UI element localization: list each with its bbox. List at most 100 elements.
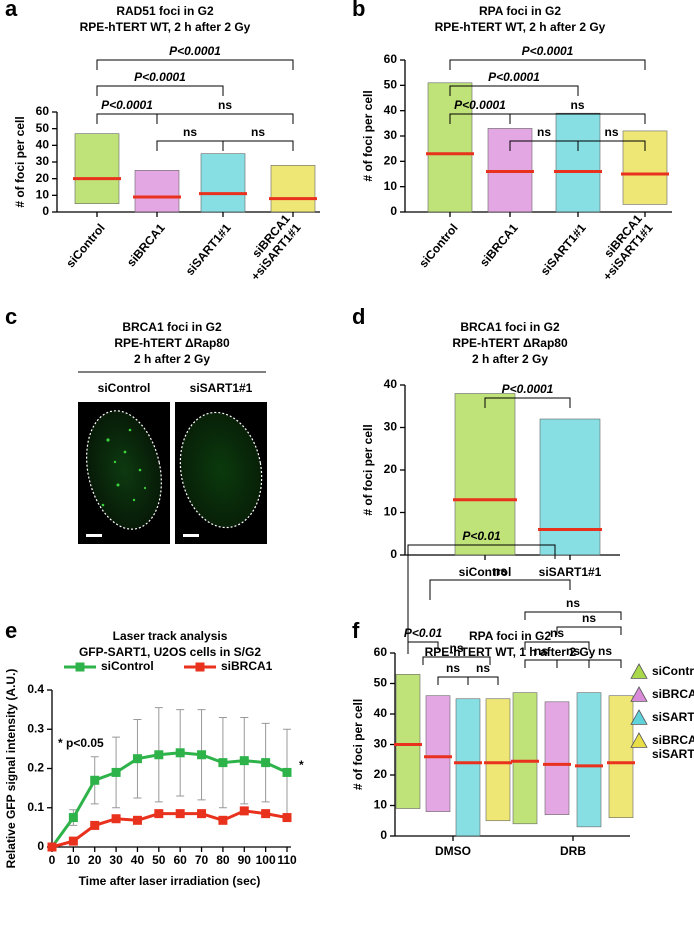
significance-label: ns — [476, 661, 490, 675]
marker — [90, 820, 100, 830]
significance-label: ns — [570, 98, 584, 112]
annotation: * p<0.05 — [58, 736, 104, 750]
data-spread — [455, 698, 481, 837]
x-tick-label: 20 — [88, 853, 102, 867]
bracket — [577, 140, 646, 151]
marker — [239, 806, 249, 816]
x-tick-label: 80 — [216, 853, 230, 867]
y-tick-label: 20 — [384, 462, 398, 476]
y-tick-label: 30 — [384, 128, 398, 142]
significance-label: P<0.0001 — [488, 70, 540, 84]
bracket — [588, 659, 622, 668]
significance-label: ns — [582, 611, 596, 625]
y-axis-label: # of foci per cell — [351, 699, 365, 790]
panel-title: RPE-hTERT ΔRap80 — [114, 336, 230, 350]
bracket — [429, 579, 571, 600]
y-tick-label: 10 — [384, 505, 398, 519]
x-tick-label: DMSO — [435, 844, 471, 858]
bracket — [556, 659, 590, 668]
legend-label-line: siSART1#1 — [652, 747, 694, 761]
legend-marker — [630, 663, 648, 679]
marker — [218, 758, 228, 768]
y-tick-label: 10 — [36, 188, 50, 202]
y-tick-label: 40 — [374, 706, 388, 720]
data-spread — [555, 112, 601, 213]
legend-marker — [630, 732, 648, 748]
x-tick-label: 60 — [174, 853, 188, 867]
marker — [154, 750, 164, 760]
marker — [175, 748, 185, 758]
significance-label: P<0.0001 — [454, 98, 506, 112]
bracket — [509, 113, 646, 124]
y-tick-label: 0 — [390, 547, 397, 561]
significance-label: ns — [534, 644, 548, 658]
x-tick-label: 100 — [256, 853, 276, 867]
y-tick-label: 0.1 — [27, 800, 44, 814]
significance-label: P<0.01 — [404, 626, 443, 640]
marker — [175, 809, 185, 819]
y-tick-label: 0.3 — [27, 721, 44, 735]
legend-label: siBRCA1 — [221, 659, 273, 673]
significance-label: ns — [446, 661, 460, 675]
legend-marker — [630, 709, 648, 725]
data-spread — [454, 393, 516, 556]
significance-label: P<0.0001 — [502, 382, 554, 396]
panel-title: 2 h after 2 Gy — [472, 352, 548, 366]
x-axis-label: Time after laser irradiation (sec) — [79, 874, 261, 888]
y-axis-label: # of foci per cell — [361, 424, 375, 515]
significance-label: ns — [493, 564, 507, 578]
significance-label: ns — [566, 596, 580, 610]
y-tick-label: 0 — [390, 204, 397, 218]
significance-label: ns — [598, 644, 612, 658]
marker — [197, 750, 207, 760]
x-tick-label: siBRCA1+siSART1#1 — [237, 212, 303, 284]
data-spread — [485, 698, 511, 822]
bracket — [422, 656, 491, 665]
bracket — [524, 611, 622, 620]
series-line — [51, 809, 288, 849]
x-tick-label: 70 — [195, 853, 209, 867]
bracket — [156, 113, 294, 124]
panel-letter: c — [5, 304, 17, 329]
panel-title: BRCA1 foci in G2 — [460, 320, 560, 334]
significance-label: ns — [251, 125, 265, 139]
y-tick-label: 20 — [374, 767, 388, 781]
significance-label: ns — [218, 98, 232, 112]
data-spread — [425, 695, 451, 812]
bracket — [96, 113, 158, 124]
data-spread — [200, 153, 246, 213]
legend-marker — [195, 662, 205, 672]
y-tick-label: 0 — [37, 839, 44, 853]
data-spread — [608, 695, 634, 819]
x-tick-label: 110 — [277, 853, 297, 867]
marker — [90, 775, 100, 785]
panel-letter: d — [352, 304, 365, 329]
data-spread — [395, 674, 421, 809]
x-tick-label: 30 — [109, 853, 123, 867]
legend-marker — [630, 686, 648, 702]
bracket — [96, 59, 294, 70]
y-tick-label: 20 — [36, 171, 50, 185]
y-axis-label: # of foci per cell — [361, 90, 375, 181]
y-tick-label: 50 — [384, 78, 398, 92]
y-tick-label: 60 — [384, 52, 398, 66]
panel-letter: a — [5, 0, 18, 21]
bracket — [449, 85, 579, 96]
legend-label: siBRCA1 +siSART1#1 — [652, 733, 694, 761]
x-tick-label: siBRCA1+siSART1#1 — [589, 212, 655, 284]
bracket — [467, 676, 499, 685]
bracket — [556, 626, 622, 635]
marker — [111, 814, 121, 824]
x-tick-label: 90 — [238, 853, 252, 867]
panel-title: 2 h after 2 Gy — [134, 352, 210, 366]
bracket — [449, 59, 646, 70]
significance-label: ns — [566, 644, 580, 658]
x-tick-label: siSART1#1 — [538, 221, 589, 278]
marker — [261, 809, 271, 819]
x-tick-label: siBRCA1 — [124, 221, 168, 270]
marker — [282, 767, 292, 777]
significance-label: ns — [183, 125, 197, 139]
significance-label: ns — [449, 641, 463, 655]
image-label: siControl — [98, 381, 151, 395]
